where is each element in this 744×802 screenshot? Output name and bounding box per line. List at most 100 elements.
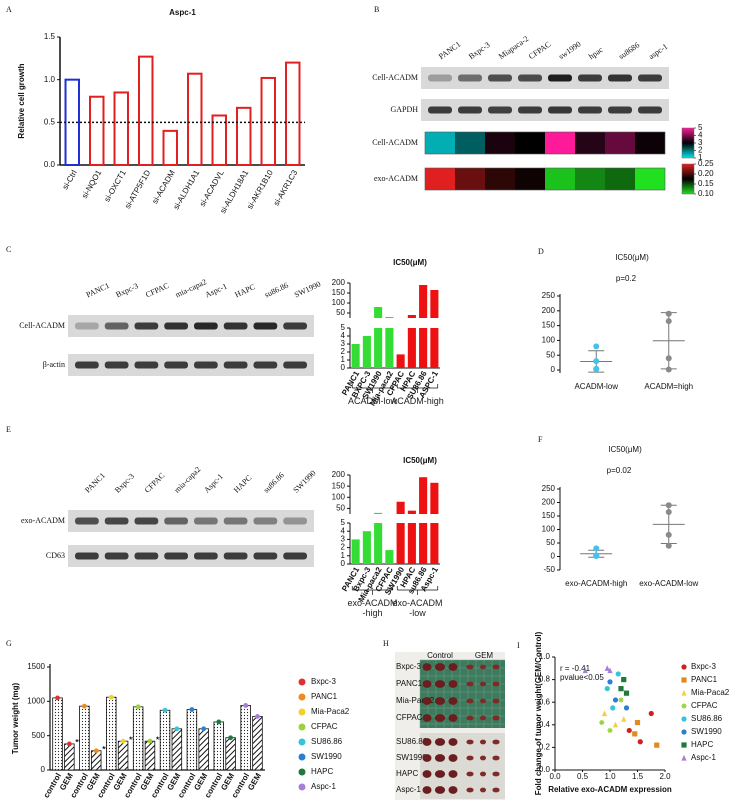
point bbox=[648, 710, 654, 717]
tumor bbox=[480, 787, 486, 793]
blot-band bbox=[75, 552, 99, 560]
blot-band bbox=[518, 106, 542, 114]
blot-band bbox=[104, 361, 129, 369]
bar-segment bbox=[396, 501, 405, 514]
panel-label: D bbox=[538, 247, 544, 256]
y-tick-label: 100 bbox=[332, 492, 346, 501]
legend-marker bbox=[681, 677, 687, 683]
tumor bbox=[422, 663, 432, 671]
tumor bbox=[448, 697, 458, 705]
tumor bbox=[466, 715, 474, 721]
blot-row-label: GAPDH bbox=[390, 105, 418, 114]
legend-label: SW1990 bbox=[311, 752, 342, 761]
blot-lane-label: SW1990 bbox=[293, 279, 322, 299]
y-tick-label: 50 bbox=[546, 538, 555, 547]
tumor bbox=[480, 681, 486, 687]
blot-lane-label: Aspc-1 bbox=[204, 282, 229, 300]
bar-top-dot bbox=[162, 707, 168, 713]
tumor bbox=[448, 738, 458, 746]
blot-band bbox=[253, 517, 278, 525]
tumor bbox=[448, 786, 458, 794]
tumor bbox=[466, 698, 474, 704]
y-tick-label: -50 bbox=[543, 565, 555, 574]
blot-band bbox=[253, 361, 278, 369]
bar-top-dot bbox=[228, 735, 234, 741]
tumor bbox=[480, 771, 486, 777]
point bbox=[593, 366, 600, 373]
bar bbox=[407, 510, 416, 564]
panel-label: C bbox=[6, 245, 11, 254]
blot-band bbox=[488, 106, 512, 114]
heatmap-frame bbox=[424, 131, 666, 155]
bar bbox=[52, 697, 63, 771]
blot-lane-label: mia-capa2 bbox=[172, 465, 202, 495]
blot-band bbox=[164, 517, 188, 525]
tumor bbox=[448, 754, 458, 762]
bar-segment bbox=[374, 328, 383, 368]
bar bbox=[64, 743, 75, 771]
heatmap-cell bbox=[425, 132, 455, 154]
bar bbox=[213, 721, 225, 771]
legend-label: Bxpc-3 bbox=[691, 662, 716, 671]
point bbox=[665, 310, 672, 317]
legend-marker bbox=[298, 768, 306, 776]
blot-band bbox=[164, 361, 188, 369]
point bbox=[665, 542, 672, 549]
tumor bbox=[480, 739, 486, 745]
blot-strip bbox=[421, 67, 669, 89]
blot-lane-label: Bxpc-3 bbox=[114, 281, 139, 299]
heatmap-cell bbox=[575, 132, 605, 154]
bar bbox=[419, 285, 428, 368]
blot-band bbox=[608, 74, 632, 82]
blot-lane-label: PANC1 bbox=[437, 40, 462, 62]
bar-top-dot bbox=[135, 704, 141, 710]
point bbox=[623, 690, 630, 696]
blot-band bbox=[194, 552, 218, 560]
bar-top-dot bbox=[255, 714, 260, 719]
heatmap-cell bbox=[575, 168, 605, 190]
blot-band bbox=[194, 322, 218, 330]
point bbox=[612, 721, 619, 728]
heatmap-cell bbox=[455, 132, 485, 154]
x-axis-label: Relative exo-ACADM expression bbox=[548, 785, 672, 794]
colorbar bbox=[681, 127, 695, 159]
bar bbox=[138, 55, 154, 167]
legend-marker bbox=[298, 783, 306, 791]
legend-label: Aspc-1 bbox=[691, 753, 716, 762]
y-tick-label: 50 bbox=[336, 308, 345, 317]
blot-row-label: Cell-ACADM bbox=[19, 321, 65, 330]
y-tick-label: 4 bbox=[341, 526, 346, 535]
y-tick-label: 0 bbox=[341, 363, 346, 372]
blot-lane-label: CFPAC bbox=[144, 281, 170, 300]
blot-strip bbox=[68, 510, 314, 532]
bar bbox=[186, 709, 198, 771]
blot-band bbox=[638, 106, 662, 114]
y-tick-label: 1 bbox=[341, 355, 346, 364]
x-tick-label: 0.0 bbox=[549, 772, 561, 781]
colorbar-tick-label: 0.20 bbox=[698, 169, 714, 178]
bar-top-dot bbox=[66, 741, 72, 747]
tumor bbox=[492, 715, 500, 721]
y-tick-label: 0 bbox=[41, 765, 46, 774]
bar bbox=[385, 317, 394, 368]
blot-band bbox=[134, 322, 159, 330]
blot-band bbox=[164, 552, 188, 560]
bar-segment bbox=[407, 523, 416, 564]
bar-top-dot bbox=[174, 726, 180, 732]
blot-band bbox=[253, 552, 278, 560]
blot-lane-label: sw1990 bbox=[557, 39, 583, 61]
blot-lane-label: mia-capa2 bbox=[174, 277, 208, 299]
bar-segment bbox=[362, 531, 371, 564]
y-tick-label: 1.0 bbox=[44, 75, 56, 84]
tumor bbox=[492, 787, 500, 793]
tumor bbox=[422, 770, 432, 778]
point bbox=[632, 731, 638, 737]
bar bbox=[198, 728, 209, 771]
tumor bbox=[448, 714, 458, 722]
y-tick-label: 0.6 bbox=[539, 697, 551, 706]
tumor bbox=[480, 715, 486, 721]
heatmap-cell bbox=[605, 168, 635, 190]
tumor bbox=[466, 755, 474, 761]
